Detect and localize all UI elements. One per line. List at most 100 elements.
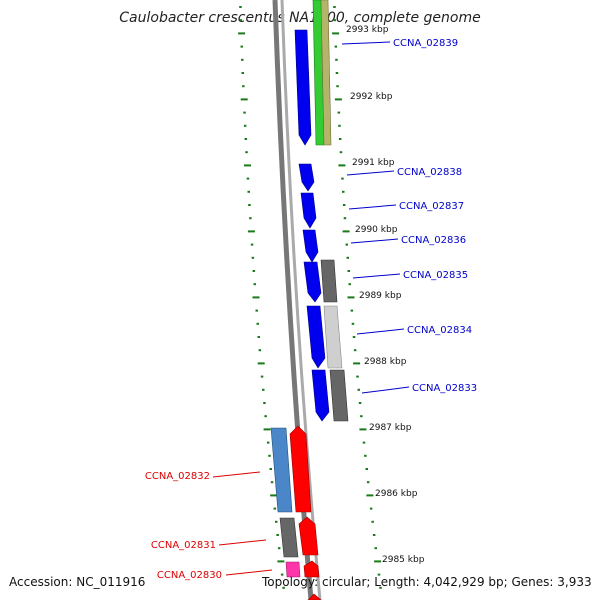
leader-ccna-02830 — [225, 569, 273, 576]
outer-tick — [347, 270, 350, 272]
plus-strand-genes — [294, 29, 330, 422]
feature-magenta-bar — [285, 561, 301, 578]
leader-ccna-02833 — [361, 386, 410, 394]
outer-tick — [352, 336, 356, 338]
outer-tick — [332, 32, 340, 35]
outer-tick — [346, 256, 349, 259]
gene-arrow-ccna-02830 — [303, 560, 320, 578]
outer-tick — [353, 349, 357, 352]
outer-tick — [374, 547, 377, 550]
leader-ccna-02834 — [356, 328, 405, 335]
inner-tick — [257, 336, 260, 338]
leader-ccna-02837 — [348, 204, 397, 210]
inner-tick — [263, 428, 271, 431]
leader-ccna-02838 — [346, 170, 395, 176]
gene-arrow-ccna-02837 — [300, 192, 317, 229]
outer-tick — [339, 151, 343, 154]
gene-arrow-ccna-02832 — [289, 425, 312, 513]
outer-tick — [365, 468, 368, 470]
outer-tick — [372, 534, 376, 536]
inner-tick — [262, 388, 265, 391]
inner-tick — [263, 402, 266, 404]
gene-label-ccna-02832: CCNA_02832 — [145, 471, 210, 482]
inner-tick — [251, 256, 255, 259]
gene-label-ccna-02835: CCNA_02835 — [403, 270, 468, 281]
inner-tick — [241, 72, 244, 74]
inner-tick — [260, 375, 264, 378]
gene-arrow-ccna-02833 — [311, 369, 330, 422]
outer-tick — [342, 190, 345, 193]
gene-arrow-ccna-02835 — [303, 261, 322, 303]
gene-arrow-ccna-02839 — [294, 29, 312, 146]
inner-tick — [276, 534, 279, 536]
gene-arrow-ccna-02834 — [306, 305, 326, 369]
inner-tick — [240, 45, 243, 48]
outer-tick — [357, 388, 360, 391]
scale-labels: 2993 kbp 2992 kbp 2991 kbp 2990 kbp 2989… — [346, 25, 425, 565]
leader-ccna-02839 — [341, 41, 391, 45]
feature-grey-bar-4 — [279, 517, 299, 558]
inner-tick — [241, 58, 244, 61]
outer-tick — [334, 45, 338, 48]
outer-tick — [338, 138, 342, 140]
scale-label-2993: 2993 kbp — [346, 25, 389, 35]
outer-tick — [364, 454, 367, 457]
scale-label-2992: 2992 kbp — [350, 92, 393, 102]
outer-tick — [356, 375, 359, 378]
inner-tick — [275, 520, 278, 523]
scale-label-2986: 2986 kbp — [375, 489, 418, 499]
inner-tick — [244, 138, 248, 140]
inner-tick — [244, 164, 251, 167]
inner-tick — [282, 586, 285, 589]
scale-label-2985: 2985 kbp — [382, 555, 425, 565]
outer-tick — [342, 230, 350, 233]
gene-labels: CCNA_02839 CCNA_02838 CCNA_02837 CCNA_02… — [145, 38, 477, 581]
outer-tick — [379, 586, 382, 589]
inner-tick — [270, 494, 278, 497]
scale-label-2990: 2990 kbp — [355, 225, 398, 235]
inner-tick — [256, 322, 259, 325]
backbone-outer — [272, 0, 314, 600]
feature-steelblue-bar — [270, 427, 293, 513]
gene-label-ccna-02831: CCNA_02831 — [151, 540, 216, 551]
outer-tick — [334, 98, 342, 101]
outer-tick — [335, 72, 339, 74]
inner-tick — [245, 151, 248, 154]
outer-tick — [336, 85, 339, 88]
inner-tick — [243, 111, 246, 114]
outer-tick — [347, 296, 355, 299]
inner-tick — [240, 98, 248, 101]
gene-arrow-ccna-02836 — [302, 229, 319, 263]
outer-tick — [333, 6, 336, 8]
outer-tick — [351, 322, 355, 325]
outer-tick — [360, 415, 363, 418]
inner-tick-ring — [238, 6, 285, 589]
feature-olive-bar — [320, 0, 332, 146]
outer-tick — [362, 441, 366, 444]
inner-tick — [269, 468, 272, 470]
gene-label-ccna-02834: CCNA_02834 — [407, 325, 472, 336]
outer-tick — [371, 520, 374, 523]
gene-label-ccna-02836: CCNA_02836 — [401, 235, 466, 246]
inner-tick — [246, 177, 250, 180]
inner-tick — [248, 204, 251, 206]
inner-tick — [277, 560, 285, 563]
gene-arrow-ccna-02831 — [298, 516, 319, 556]
scale-label-2991: 2991 kbp — [352, 158, 395, 168]
outer-tick — [353, 362, 361, 365]
leader-ccna-02835 — [352, 273, 401, 279]
gene-arrow-bottom — [307, 593, 322, 600]
outer-tick — [350, 309, 354, 312]
outer-tick — [358, 402, 362, 404]
gene-label-ccna-02830: CCNA_02830 — [157, 570, 222, 581]
outer-tick — [333, 19, 337, 22]
topology-text: Topology: circular; Length: 4,042,929 bp… — [262, 575, 592, 589]
feature-grey-bar-3 — [329, 369, 349, 422]
outer-tick — [345, 243, 348, 246]
map-title: Caulobacter crescentus NA1000, complete … — [119, 10, 481, 26]
scale-label-2987: 2987 kbp — [369, 423, 412, 433]
inner-tick — [270, 481, 274, 484]
inner-tick — [255, 309, 258, 312]
minus-strand-genes — [270, 425, 322, 600]
outer-tick — [338, 164, 346, 167]
